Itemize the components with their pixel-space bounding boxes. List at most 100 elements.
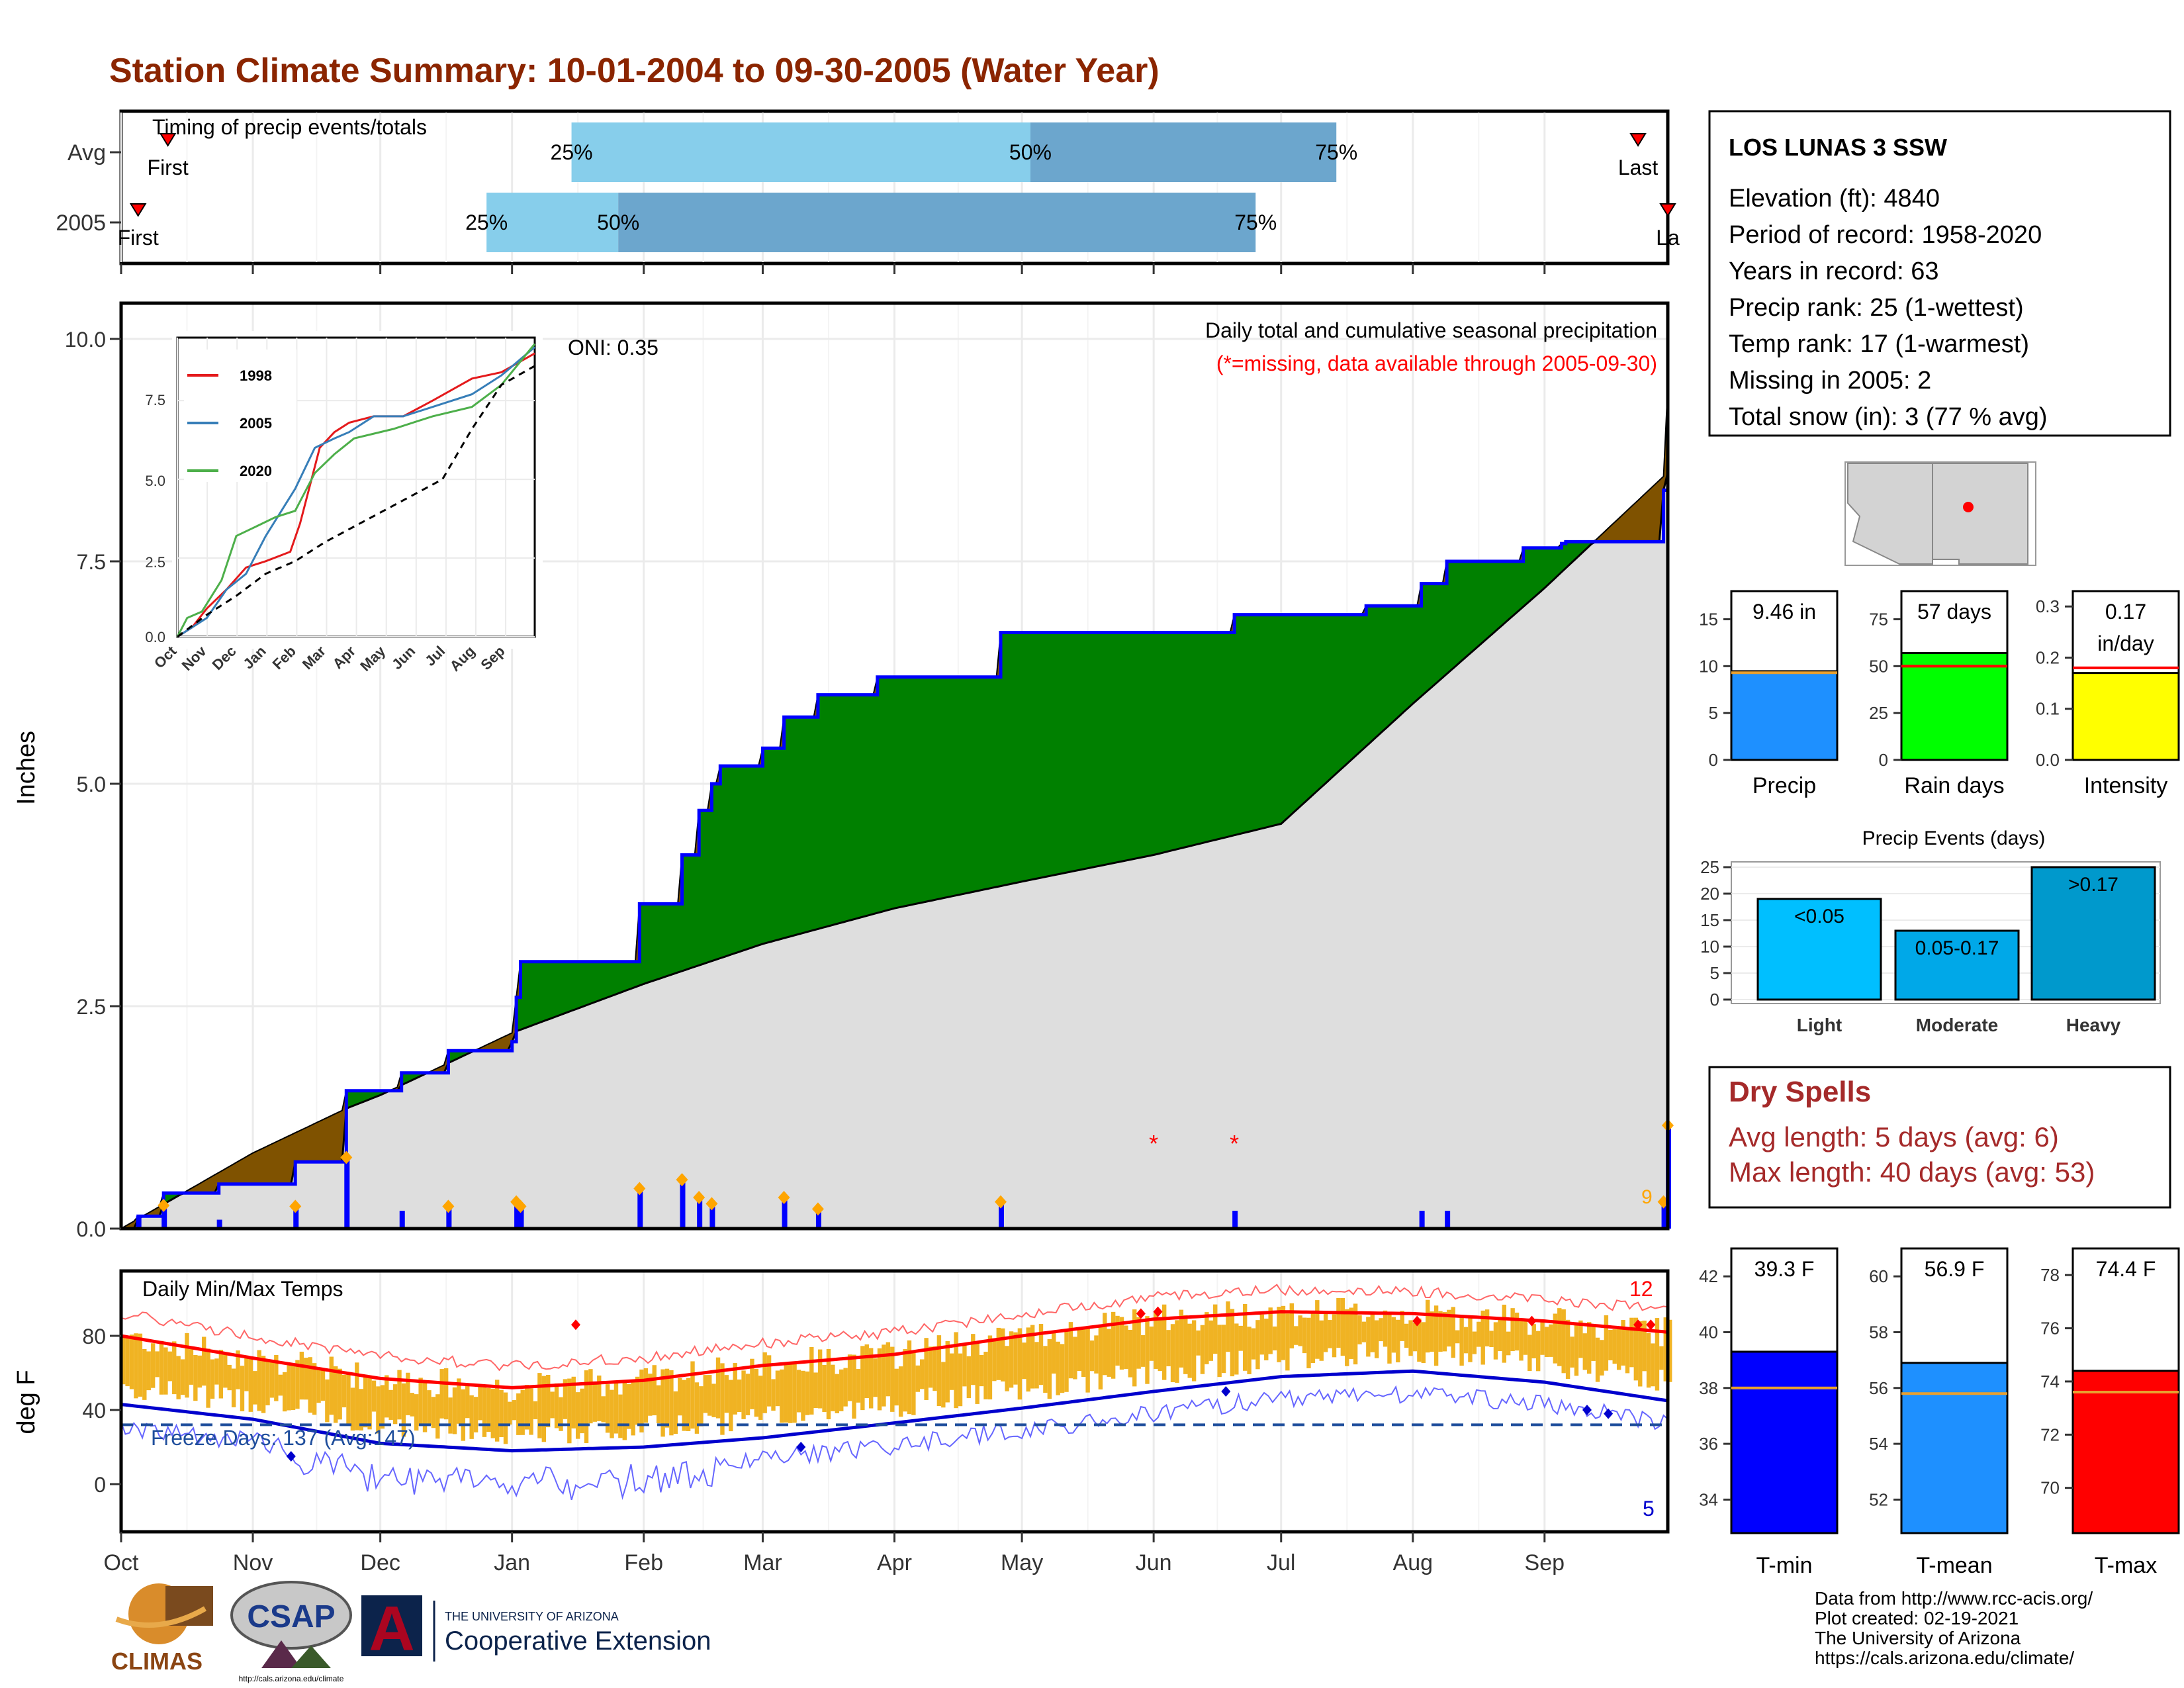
temp-range-bar [142, 1348, 147, 1400]
inset-ytick: 2.5 [145, 554, 165, 571]
temp-range-bar [1038, 1324, 1044, 1385]
temp-range-bar [1268, 1307, 1273, 1354]
record-low-marker [1582, 1405, 1592, 1415]
temp-range-bar [316, 1370, 321, 1403]
temp-range-bar [1455, 1330, 1460, 1344]
temp-range-bar [1447, 1309, 1451, 1347]
temp-range-bar [1115, 1315, 1120, 1366]
temp-range-bar [282, 1372, 287, 1412]
record-high-marker [1153, 1306, 1163, 1317]
temp-range-bar [1621, 1320, 1625, 1366]
temp-title: Daily Min/Max Temps [142, 1277, 343, 1301]
temp-range-bar [873, 1358, 878, 1397]
temp-range-bar [1430, 1311, 1434, 1352]
temp-range-bar [911, 1351, 916, 1415]
dry-spells-avg: Avg length: 5 days (avg: 6) [1729, 1121, 2059, 1152]
month-label: Dec [360, 1550, 400, 1575]
temp-range-bar [894, 1368, 899, 1406]
temp-range-bar [1549, 1324, 1553, 1357]
record-high-marker [1646, 1319, 1656, 1331]
dry-spells-box: Dry Spells Avg length: 5 days (avg: 6) M… [1708, 1066, 2171, 1209]
temp-range-bar [1651, 1343, 1655, 1387]
temp-range-bar [197, 1355, 202, 1388]
mini-bar-tick-label: 42 [1699, 1266, 1718, 1286]
average-min-line [120, 1369, 1668, 1453]
temp-range-bar [1170, 1324, 1175, 1383]
temp-range-bar [1468, 1316, 1473, 1362]
temp-range-bar [1251, 1328, 1256, 1360]
temp-range-bar [1183, 1315, 1188, 1374]
temp-range-bar [461, 1389, 466, 1441]
temp-range-bar [439, 1369, 444, 1419]
temp-range-bar [261, 1356, 266, 1413]
timing-marker-label: La [1656, 226, 1680, 250]
event-marker [442, 1199, 455, 1213]
station-info-box: LOS LUNAS 3 SSW Elevation (ft): 4840 Per… [1708, 110, 2171, 437]
events-category: Light [1797, 1015, 1842, 1035]
precip-ytick: 10.0 [65, 328, 106, 352]
events-tick-label: 15 [1700, 910, 1719, 930]
temp-range-bar [146, 1351, 151, 1391]
temp-range-bar [121, 1336, 126, 1385]
temp-range-bar [1535, 1331, 1541, 1372]
dry-spells-max: Max length: 40 days (avg: 53) [1729, 1156, 2095, 1188]
timing-bar-50-75 [1030, 122, 1337, 182]
temp-range-bar [550, 1391, 555, 1419]
temp-range-bar [703, 1375, 707, 1413]
mini-bar-tick-label: 52 [1869, 1489, 1888, 1509]
temp-range-bar [796, 1370, 801, 1413]
mini-bar [2071, 1370, 2180, 1534]
temp-range-bar [983, 1352, 988, 1399]
temp-range-bar [860, 1346, 865, 1411]
temp-range-bar [741, 1370, 746, 1419]
temp-range-bar [1510, 1308, 1515, 1351]
temp-range-bar [1472, 1331, 1477, 1354]
temp-range-bar [987, 1335, 993, 1400]
temp-range-bar [1149, 1326, 1154, 1361]
ua-small-text: THE UNIVERSITY OF ARIZONA [445, 1610, 619, 1623]
events-tick-label: 0 [1710, 990, 1719, 1009]
temp-range-bar [1498, 1318, 1502, 1352]
daily-precip-bar [514, 1201, 520, 1229]
temp-range-bar [1527, 1335, 1532, 1372]
daily-precip-bar [399, 1211, 405, 1229]
temp-range-bar [418, 1378, 423, 1427]
temp-range-bar [933, 1346, 937, 1391]
temp-range-bar [780, 1369, 784, 1423]
temp-range-bar [1604, 1315, 1609, 1371]
temp-range-bar [129, 1335, 134, 1389]
temp-range-bar [1404, 1323, 1409, 1348]
daily-temp-range-bars [121, 1297, 1672, 1444]
temp-range-bar [1480, 1310, 1485, 1365]
temp-range-bar [1323, 1312, 1328, 1352]
temp-range-bar [1310, 1311, 1316, 1364]
temp-range-bar [1426, 1299, 1430, 1353]
daily-precip-bar [293, 1206, 299, 1229]
cumulative-precip-line [121, 387, 1670, 1231]
temp-range-bar [852, 1354, 856, 1419]
temp-range-bar [1005, 1346, 1009, 1391]
temp-range-bar [388, 1389, 393, 1420]
temp-range-bar [1629, 1317, 1634, 1368]
csap-logo: CSAP http://cals.arizona.edu/climate [230, 1581, 352, 1683]
temp-range-bar [159, 1340, 164, 1395]
temp-range-bar [185, 1333, 189, 1398]
temp-range-bar [1506, 1331, 1511, 1356]
temp-range-bar [1531, 1324, 1536, 1358]
month-label: May [1001, 1550, 1043, 1575]
mini-bar-tick-label: 34 [1699, 1489, 1718, 1509]
temp-range-bar [1060, 1344, 1065, 1393]
temp-range-bar [1022, 1342, 1026, 1380]
temp-range-bar [1306, 1317, 1311, 1368]
timing-marker [1629, 133, 1647, 147]
temp-range-bar [754, 1368, 759, 1417]
temp-range-bar [1111, 1311, 1116, 1379]
event-marker [811, 1202, 824, 1216]
precip-ylabel: Inches [13, 731, 40, 805]
temp-range-bar [1161, 1304, 1167, 1380]
temp-range-bar [826, 1348, 831, 1420]
temp-range-bar [643, 1368, 649, 1423]
temp-range-bar [295, 1360, 300, 1409]
temp-range-bar [304, 1358, 308, 1400]
